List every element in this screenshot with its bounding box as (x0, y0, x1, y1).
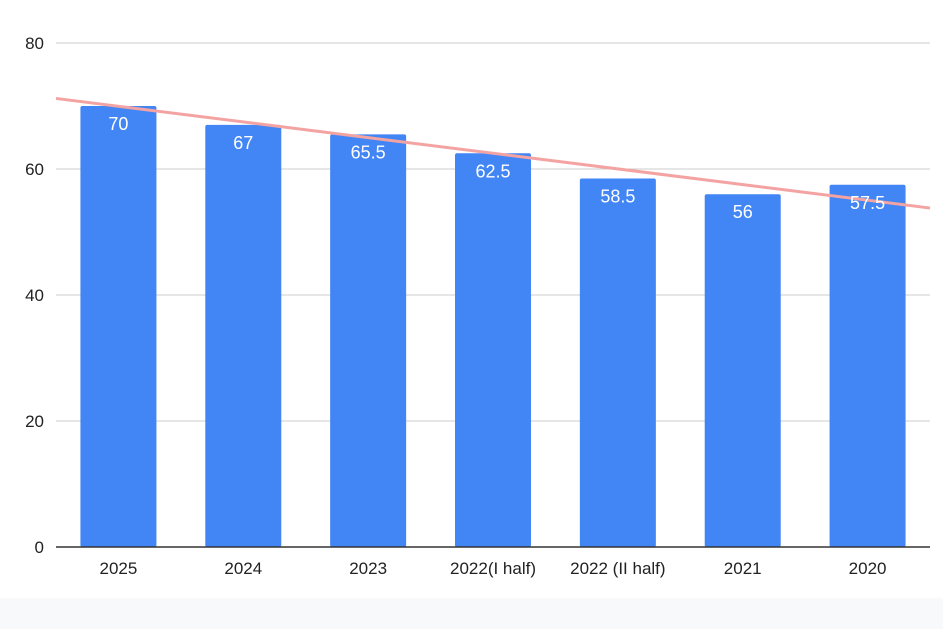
bar (455, 153, 531, 547)
x-tick-label: 2021 (724, 559, 762, 578)
y-tick-label: 0 (35, 538, 44, 557)
footer-band (0, 598, 943, 629)
bar (330, 134, 407, 547)
data-label: 70 (108, 114, 128, 134)
bar (704, 194, 781, 547)
bar (80, 106, 157, 547)
data-label: 67 (233, 133, 253, 153)
trendline-layer (55, 96, 931, 210)
x-tick-label: 2024 (224, 559, 262, 578)
x-tick-label: 2020 (849, 559, 887, 578)
x-tick-label: 2025 (100, 559, 138, 578)
data-label: 62.5 (475, 161, 510, 181)
y-tick-label: 40 (25, 286, 44, 305)
y-tick-label: 20 (25, 412, 44, 431)
bars (80, 106, 906, 548)
axes: 0 20 40 60 80 2025 2024 2023 2022(I half) 2022 (I… (25, 34, 930, 578)
bar (205, 124, 282, 548)
trendline (55, 96, 931, 210)
x-tick-label: 2022(I half) (450, 559, 536, 578)
x-tick-label: 2023 (349, 559, 387, 578)
bar (829, 184, 906, 547)
data-label: 65.5 (351, 142, 386, 162)
data-label: 58.5 (600, 186, 635, 206)
bar (579, 178, 656, 547)
data-label: 56 (733, 202, 753, 222)
data-label: 57.5 (850, 193, 885, 213)
data-labels: 70 67 65.5 62.5 58.5 56 57.5 (108, 114, 885, 222)
x-tick-label: 2022 (II half) (570, 559, 665, 578)
y-tick-label: 60 (25, 160, 44, 179)
y-tick-label: 80 (25, 34, 44, 53)
